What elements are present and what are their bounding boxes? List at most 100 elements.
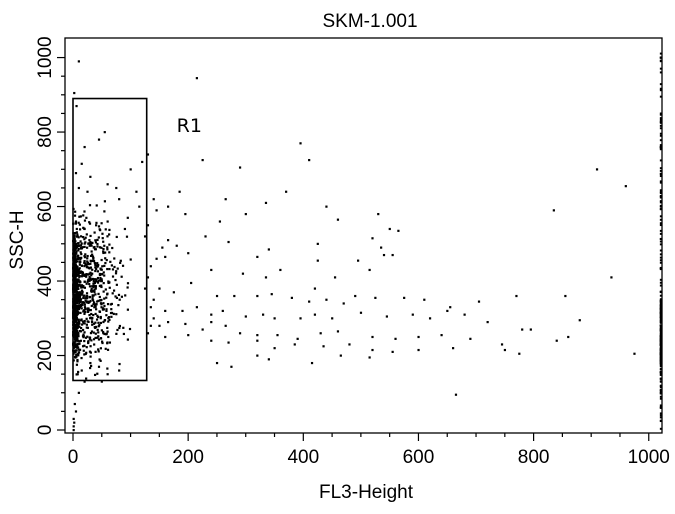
data-point [218, 220, 222, 223]
data-point [89, 175, 92, 178]
edge-point [659, 321, 662, 324]
data-point [77, 60, 80, 63]
data-point [152, 198, 155, 201]
data-point [74, 210, 77, 213]
data-point [78, 329, 81, 333]
data-point [103, 332, 106, 336]
data-point [92, 301, 96, 304]
edge-point [659, 364, 662, 367]
data-point [244, 315, 247, 318]
data-point [84, 299, 87, 302]
edge-point [659, 404, 662, 407]
data-point [79, 215, 82, 218]
data-point [73, 280, 76, 283]
data-point [114, 278, 117, 282]
data-point [89, 345, 92, 348]
edge-point [659, 326, 662, 329]
edge-point [659, 249, 662, 252]
data-point [106, 348, 110, 351]
data-point [73, 331, 76, 334]
edge-point [659, 237, 662, 240]
data-point [83, 261, 86, 264]
data-point [101, 232, 104, 235]
data-point [93, 280, 97, 283]
data-point [79, 271, 82, 274]
data-point [93, 278, 96, 281]
data-point [88, 239, 91, 242]
data-point [79, 281, 82, 284]
data-point [96, 372, 99, 375]
data-point [83, 312, 86, 315]
data-point [72, 250, 76, 253]
data-point [264, 276, 268, 279]
data-point [102, 302, 105, 305]
data-point [81, 273, 84, 277]
data-point [105, 308, 108, 311]
edge-point [659, 180, 662, 183]
data-point [89, 241, 92, 244]
data-point [158, 324, 161, 327]
data-point [152, 298, 155, 301]
data-point [106, 183, 109, 186]
data-point [76, 326, 79, 329]
data-point [128, 327, 132, 331]
data-point [273, 317, 276, 320]
data-point [88, 295, 92, 299]
data-point [87, 309, 91, 312]
edge-point [659, 268, 662, 271]
data-point [97, 315, 100, 319]
edge-point [659, 89, 662, 92]
edge-point [659, 243, 662, 246]
edge-point [659, 172, 662, 175]
data-point [172, 291, 175, 294]
data-point [115, 296, 119, 300]
data-point [78, 296, 81, 299]
data-point [73, 324, 76, 327]
data-point [83, 286, 87, 289]
data-point [190, 281, 193, 285]
data-point [555, 339, 558, 342]
x-tick-label: 800 [518, 447, 550, 468]
data-point [106, 235, 109, 238]
data-point [94, 305, 97, 308]
data-point [500, 343, 504, 346]
data-point [633, 352, 636, 355]
data-point [92, 286, 95, 289]
data-point [105, 309, 108, 312]
data-point [403, 296, 406, 299]
data-point [80, 356, 83, 360]
data-point [88, 314, 91, 317]
data-point [121, 264, 125, 267]
data-point [138, 205, 141, 208]
data-point [91, 277, 94, 281]
data-point [227, 341, 230, 344]
data-point [83, 303, 86, 306]
data-point [75, 235, 79, 238]
data-point [201, 158, 204, 162]
data-point [210, 339, 213, 342]
data-point [104, 347, 107, 350]
data-point [108, 281, 111, 284]
data-point [92, 260, 96, 263]
data-point [89, 242, 92, 245]
data-point [90, 250, 93, 253]
edge-point [659, 412, 662, 415]
edge-point [659, 386, 662, 389]
data-point [610, 276, 613, 279]
data-point [75, 250, 78, 253]
data-point [92, 303, 95, 306]
data-point [119, 261, 122, 264]
data-point [77, 348, 80, 351]
data-point [83, 255, 86, 258]
data-point [75, 363, 79, 366]
data-point [84, 307, 87, 310]
data-point [102, 247, 105, 251]
y-tick-label: 400 [35, 265, 56, 297]
data-point [233, 294, 236, 298]
data-point [181, 309, 184, 313]
data-point [116, 328, 119, 332]
edge-point [659, 118, 662, 121]
data-point [76, 331, 79, 334]
data-point [486, 320, 489, 324]
edge-point [659, 67, 662, 70]
